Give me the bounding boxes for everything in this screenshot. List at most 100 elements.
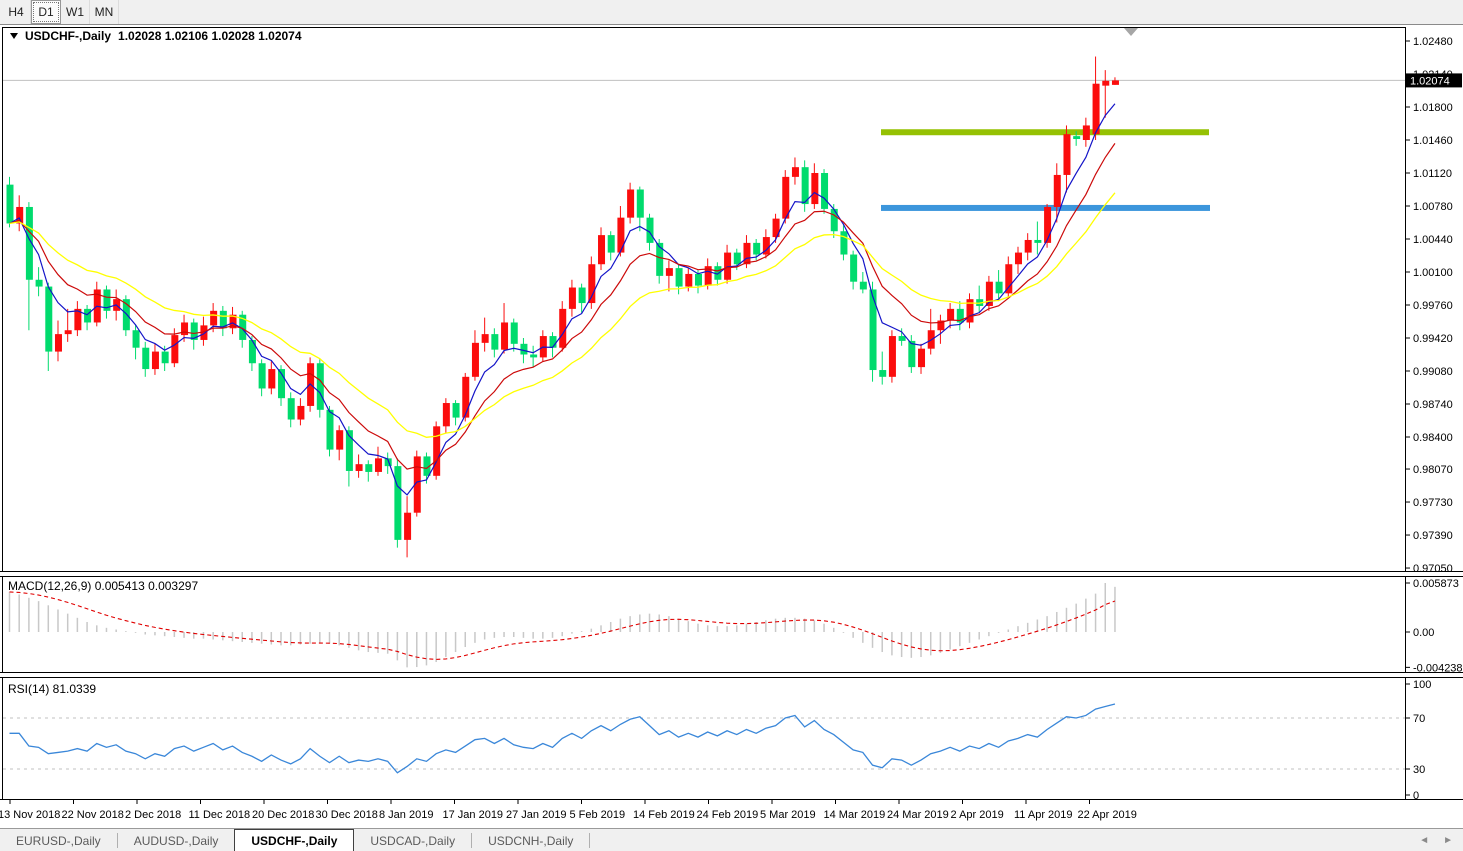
svg-text:5 Feb 2019: 5 Feb 2019 [570,809,626,821]
svg-text:1.01460: 1.01460 [1413,135,1453,147]
candle [433,426,441,476]
tab-usdcad[interactable]: USDCAD-,Daily [370,833,456,848]
rsi-indicator-label: RSI(14) 81.0339 [8,682,97,696]
candle [394,466,402,540]
candle [617,217,625,253]
candle [248,339,256,364]
candle [772,218,780,238]
svg-text:11 Dec 2018: 11 Dec 2018 [189,809,251,821]
tab-divider [116,833,118,848]
svg-text:1.00440: 1.00440 [1413,234,1453,246]
tab-eurusd[interactable]: EURUSD-,Daily [16,833,101,848]
candle [1102,80,1110,86]
current-price-tag [1406,73,1462,88]
candle [840,231,848,255]
candle [530,354,538,358]
candle [423,456,431,476]
candle [190,322,198,340]
candle [84,308,92,323]
candle [374,458,382,472]
macd-indicator-label: MACD(12,26,9) 0.005413 0.003297 [8,579,199,593]
resistance-band [881,129,1209,136]
candle [103,289,111,311]
time-axis[interactable] [0,800,1463,828]
candle [1092,83,1100,135]
chart-tab-bar: EURUSD-,Daily AUDUSD-,Daily USDCHF-,Dail… [0,828,1463,851]
svg-text:0.005873: 0.005873 [1413,578,1459,590]
candle [908,340,916,368]
svg-text:2 Dec 2018: 2 Dec 2018 [125,809,181,821]
candle [830,208,838,232]
candle [161,351,169,364]
chart-title: USDCHF-,Daily 1.02028 1.02106 1.02028 1.… [10,29,302,43]
candle [879,370,887,377]
candle [665,268,673,276]
candle [16,206,24,224]
candle [782,176,790,219]
candle [132,330,140,348]
candle [239,314,247,340]
candle [549,336,557,348]
candle [278,369,286,399]
candle [316,363,324,410]
tab-d1[interactable]: D1 [31,0,61,24]
svg-text:1.00100: 1.00100 [1413,267,1453,279]
svg-text:1.01120: 1.01120 [1413,168,1452,180]
candle [811,173,819,205]
tab-h4[interactable]: H4 [2,0,31,24]
candle [656,242,664,276]
candle [685,273,693,287]
candle [1005,264,1013,294]
svg-text:24 Mar 2019: 24 Mar 2019 [887,809,949,821]
tab-mn[interactable]: MN [90,0,119,24]
candle [947,308,955,321]
candle [297,405,305,420]
candle [442,403,450,427]
chart-shift-icon[interactable] [1124,28,1138,36]
candle [598,235,606,265]
candle [1014,252,1022,265]
pane-separator-rsi[interactable] [0,672,1463,678]
candle [801,167,809,205]
svg-text:-0.004238: -0.004238 [1413,662,1463,674]
tab-w1[interactable]: W1 [61,0,90,24]
candle [821,173,829,209]
ohlc-values: 1.02028 1.02106 1.02028 1.02074 [118,29,302,43]
svg-text:1.02480: 1.02480 [1413,36,1453,48]
pane-separator-macd[interactable] [0,571,1463,577]
svg-text:0.97730: 0.97730 [1413,497,1453,509]
candle [1073,136,1081,140]
svg-text:5 Mar 2019: 5 Mar 2019 [760,809,816,821]
candle [336,430,344,450]
candle [462,376,470,418]
scroll-right-icon[interactable]: ► [1443,835,1453,846]
svg-text:0.99420: 0.99420 [1413,333,1453,345]
candle [588,264,596,304]
tab-usdchf[interactable]: USDCHF-,Daily [234,829,355,851]
candle [413,456,421,513]
scroll-left-icon[interactable]: ◄ [1419,835,1430,846]
tab-divider [589,833,591,848]
candle [54,334,62,352]
rsi-line [9,703,1116,774]
candle [520,343,528,355]
svg-text:0.99080: 0.99080 [1413,366,1453,378]
tab-audusd[interactable]: AUDUSD-,Daily [133,833,219,848]
candle [1082,125,1090,140]
expand-triangle-icon[interactable] [10,33,18,39]
candle [985,281,993,306]
symbol-title: USDCHF-,Daily [25,29,112,43]
tab-usdcnh[interactable]: USDCNH-,Daily [488,833,574,848]
candle [627,189,635,218]
candle [956,308,964,323]
candle [733,252,741,265]
current-price-value: 1.02074 [1410,75,1450,87]
candle [35,279,43,287]
svg-text:22 Nov 2018: 22 Nov 2018 [62,809,124,821]
svg-text:1.01800: 1.01800 [1413,102,1453,114]
candle [675,268,683,287]
candle [646,217,654,243]
candle [937,320,945,331]
candle [607,235,615,253]
